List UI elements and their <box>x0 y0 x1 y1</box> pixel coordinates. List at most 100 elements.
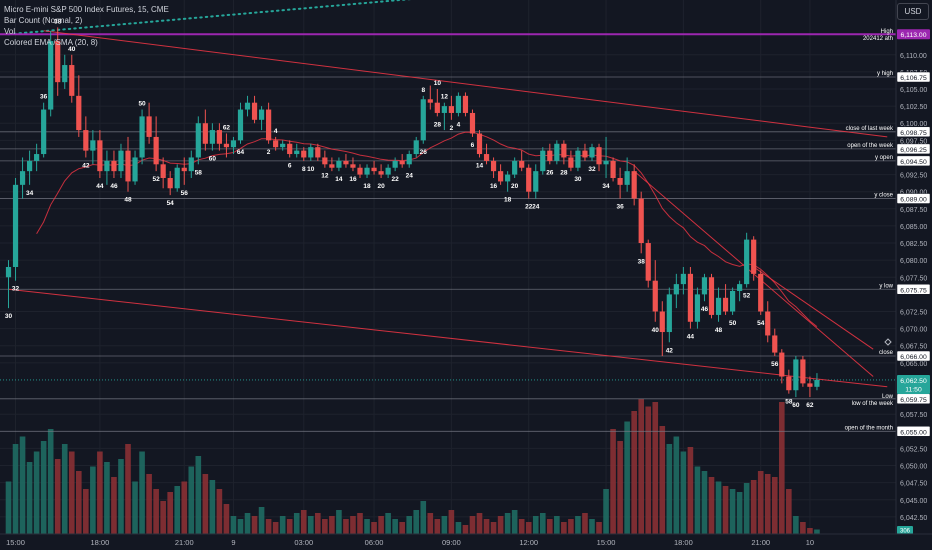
legend-ema[interactable]: Colored EMA /SMA (20, 8) <box>4 38 98 47</box>
candle-body <box>596 147 602 165</box>
volume-bar <box>406 516 413 534</box>
candle-body <box>505 174 511 182</box>
volume-bar <box>596 522 602 534</box>
candle-body <box>737 284 743 291</box>
volume-bar <box>518 519 525 534</box>
price-badge: 6,089.00 <box>900 197 927 204</box>
bar-count-label: 30 <box>5 313 13 320</box>
bar-count-label: 38 <box>638 258 646 265</box>
legend-symbol[interactable]: Micro E-mini S&P 500 Index Futures, 15, … <box>4 5 169 14</box>
currency-button[interactable]: USD <box>897 3 929 20</box>
volume-bar <box>139 451 145 534</box>
last-price-badge: 6,062.50 <box>900 378 927 385</box>
level-label: High <box>881 29 893 35</box>
bar-count-label: 46 <box>701 306 709 313</box>
volume-bar <box>568 519 574 534</box>
bar-count-label: 34 <box>602 183 610 190</box>
candle-body <box>554 143 560 161</box>
volume-bar <box>800 522 806 534</box>
settings-diamond-icon[interactable] <box>884 338 892 346</box>
candle-body <box>652 280 658 312</box>
dotted-trend-line <box>7 0 412 36</box>
time-axis-background[interactable] <box>0 534 896 550</box>
bar-count-label: 62 <box>806 402 814 409</box>
candle-body <box>97 140 103 172</box>
bar-count-label: 2 <box>267 149 271 156</box>
candle-body <box>62 65 68 83</box>
price-tick-label: 6,072.50 <box>900 310 927 317</box>
volume-bar <box>687 447 694 534</box>
candle-body <box>483 154 490 161</box>
price-axis-background[interactable] <box>896 0 932 534</box>
volume-bar <box>511 510 518 534</box>
candle-body <box>420 99 426 141</box>
volume-bar <box>265 519 272 534</box>
volume-bar <box>195 456 202 534</box>
price-badge-bg <box>896 284 931 295</box>
candle-body <box>758 273 764 312</box>
volume-bar <box>757 471 764 534</box>
bar-count-label: 46 <box>110 183 118 190</box>
volume-bar <box>631 411 637 534</box>
legend-bar-count[interactable]: Bar Count (Normal, 2) <box>4 16 83 25</box>
volume-bar <box>561 522 567 534</box>
bar-count-label: 56 <box>771 361 779 368</box>
price-tick-label: 6,097.50 <box>900 138 927 145</box>
price-badge: 6,055.00 <box>900 429 927 436</box>
bar-count-label: 16 <box>490 183 498 190</box>
price-badge-bg <box>896 193 931 204</box>
volume-bar <box>26 462 33 534</box>
candle-body <box>666 294 672 333</box>
candle-body <box>237 109 244 141</box>
legend-vol[interactable]: Vol <box>4 27 16 36</box>
price-badge-bg <box>897 29 930 40</box>
volume-bar <box>645 406 652 534</box>
volume-bar <box>19 436 26 534</box>
price-tick-label: 6,077.50 <box>900 275 927 282</box>
price-axis-badges: 6,113.00 6,106.75 6,098.75 6,096.25 6,094.50… <box>896 29 931 535</box>
volume-bar <box>441 516 448 534</box>
volume-bar <box>223 504 230 534</box>
candle-body <box>308 147 314 158</box>
bar-count-label: 28 <box>560 169 568 176</box>
volume-bar <box>33 451 40 534</box>
candle-body <box>490 160 497 172</box>
volume-bar <box>237 519 244 534</box>
candle-body <box>301 150 307 158</box>
price-tick-label: 6,100.00 <box>900 121 927 128</box>
volume-bar <box>258 507 265 534</box>
price-badge-bg <box>896 126 931 138</box>
volume-bar <box>279 516 286 534</box>
volume-bar <box>708 477 715 534</box>
volume-bar <box>5 481 12 534</box>
volume-bar <box>12 444 19 534</box>
volume-bar <box>336 510 342 534</box>
bar-count-label: 62 <box>223 125 231 132</box>
volume-bar <box>420 501 427 534</box>
bar-count-label: 8 <box>421 87 425 94</box>
price-badge: 6,106.75 <box>900 75 927 82</box>
volume-bar <box>624 421 630 534</box>
bar-count-label: 24 <box>406 173 414 180</box>
volume-bar <box>40 441 47 534</box>
time-tick-label: 12:00 <box>519 538 538 547</box>
bar-count-label: 22 <box>392 176 400 183</box>
volume-bar <box>638 399 644 534</box>
volume-bar <box>532 516 539 534</box>
volume-bar <box>469 516 476 534</box>
volume-bar <box>525 522 532 534</box>
chart-legend: Micro E-mini S&P 500 Index Futures, 15, … <box>4 4 169 48</box>
volume-bar <box>167 492 173 534</box>
candle-body <box>273 140 279 148</box>
volume-bar <box>111 477 117 534</box>
volume-bar <box>455 522 462 534</box>
candle-body <box>385 167 391 175</box>
candle-body <box>814 379 820 387</box>
volume-bar <box>413 510 420 534</box>
price-badge: 6,096.25 <box>900 147 927 154</box>
volume-bar <box>743 483 750 534</box>
candle-body <box>195 123 201 158</box>
volume-bar <box>666 444 673 534</box>
